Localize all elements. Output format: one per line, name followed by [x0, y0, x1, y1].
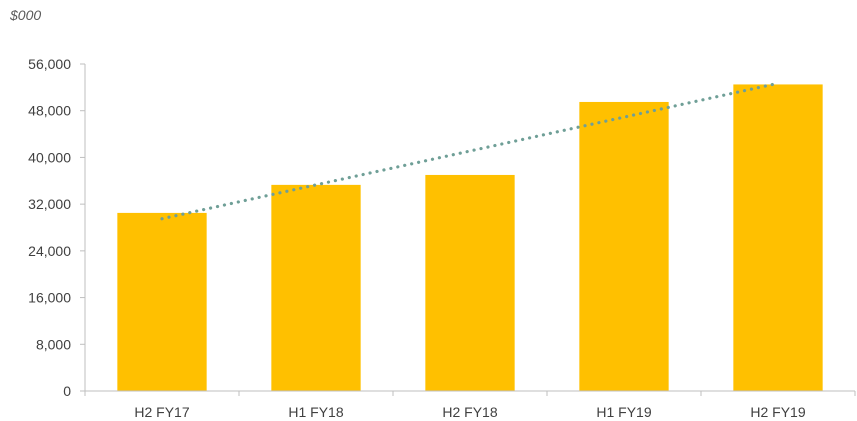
x-category-label: H2 FY18	[442, 404, 497, 420]
bar	[271, 184, 361, 391]
y-tick-label: 0	[63, 383, 71, 399]
trendline-path	[160, 81, 780, 221]
bar	[579, 101, 669, 392]
x-category-label: H2 FY19	[750, 404, 805, 420]
bar	[117, 212, 207, 391]
y-tick-label: 56,000	[28, 56, 71, 72]
y-tick-label: 32,000	[28, 196, 71, 212]
y-tick-label: 8,000	[36, 336, 71, 352]
y-tick-label: 16,000	[28, 290, 71, 306]
y-tick-label: 40,000	[28, 149, 71, 165]
x-axis: H2 FY17 H1 FY18 H2 FY18 H1 FY19 H2 FY19	[84, 390, 856, 420]
y-tick-label: 48,000	[28, 103, 71, 119]
y-axis: 0 8,000 16,000 24,000 32,000 40,000 48,000 56,0…	[28, 56, 86, 399]
trendline	[160, 81, 780, 221]
bar	[425, 174, 515, 391]
bars	[117, 84, 823, 392]
bar	[733, 84, 823, 391]
y-tick-label: 24,000	[28, 243, 71, 259]
x-category-label: H1 FY18	[288, 404, 343, 420]
x-category-label: H1 FY19	[596, 404, 651, 420]
unit-label: $000	[9, 7, 41, 23]
x-category-label: H2 FY17	[134, 404, 189, 420]
